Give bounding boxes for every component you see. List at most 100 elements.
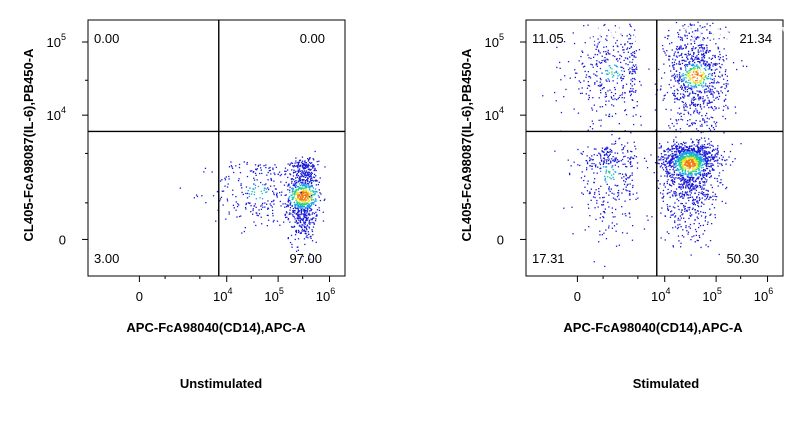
event-dot [691,103,693,105]
event-dot [700,177,702,180]
event-dot [257,215,259,217]
event-dot [683,113,685,115]
event-dot [590,199,592,201]
event-dot [702,40,705,42]
event-dot [702,63,705,65]
event-dot [709,50,711,52]
event-dot [694,150,696,152]
event-dot [713,72,716,75]
event-dot [617,192,619,194]
event-dot [679,159,681,161]
event-dot [706,112,708,115]
event-dot [611,104,613,106]
event-dot [673,192,675,194]
event-dot [691,91,694,93]
event-dot [632,72,634,75]
event-dot [580,177,583,179]
event-dot [615,113,617,115]
event-dot [693,40,696,42]
event-dot [612,105,615,107]
event-dot [677,143,680,145]
event-dot [602,162,605,164]
event-dot [702,151,704,153]
event-dot [319,177,321,179]
event-dot [682,197,684,199]
event-dot [663,184,665,186]
event-dot [302,163,304,165]
event-dot [684,86,687,88]
event-dot [606,146,608,148]
x-axis-label: APC-FcA98040(CD14),APC-A [563,320,743,335]
event-dot [706,146,708,149]
event-dot [703,176,705,179]
event-dot [667,172,669,174]
event-dot [708,99,710,102]
event-dot [709,160,712,162]
event-dot [301,228,304,230]
event-dot [681,209,683,211]
event-dot [692,55,694,57]
event-dot [712,94,714,96]
event-dot [221,179,223,181]
event-dot [621,158,624,161]
event-dot [684,88,687,90]
event-dot [311,218,313,220]
event-dot [581,87,583,89]
event-dot [673,144,675,146]
event-dot [740,143,742,145]
event-dot [294,191,296,193]
event-dot [590,63,592,65]
event-dot [615,245,618,247]
event-dot [266,174,268,176]
event-dot [581,153,583,155]
event-dot [659,192,662,194]
event-dot [630,46,632,48]
event-dot [300,212,302,214]
event-dot [703,174,705,176]
event-dot [668,59,670,61]
event-dot [719,66,721,68]
event-dot [704,156,706,158]
event-dot [311,179,313,182]
event-dot [310,194,312,196]
event-dot [624,200,626,202]
event-dot [668,183,671,185]
event-dot [686,175,688,177]
event-dot [717,162,719,164]
event-dot [661,197,663,199]
event-dot [306,193,308,195]
event-dot [658,147,660,149]
event-dot [700,81,702,83]
event-dot [664,239,666,241]
event-dot [689,166,691,168]
event-dot [615,208,617,211]
event-dot [304,223,306,225]
event-dot [252,209,254,212]
event-dot [605,154,607,156]
event-dot [723,99,726,101]
event-dot [292,214,294,216]
event-dot [681,152,684,154]
event-dot [620,160,622,162]
event-dot [689,152,691,154]
event-dot [585,159,587,162]
event-dot [701,53,703,55]
event-dot [614,142,617,145]
event-dot [601,83,603,85]
event-dot [666,158,668,160]
event-dot [300,199,303,201]
event-dot [692,161,694,163]
event-dot [563,41,566,43]
event-dot [713,71,716,74]
event-dot [681,165,683,167]
event-dot [700,44,702,46]
event-dot [307,184,309,186]
event-dot [285,206,288,208]
event-dot [732,161,734,163]
event-dot [681,80,683,83]
event-dot [308,183,310,185]
event-dot [299,195,301,198]
event-dot [622,148,624,150]
event-dot [692,177,695,179]
event-dot [681,184,684,186]
